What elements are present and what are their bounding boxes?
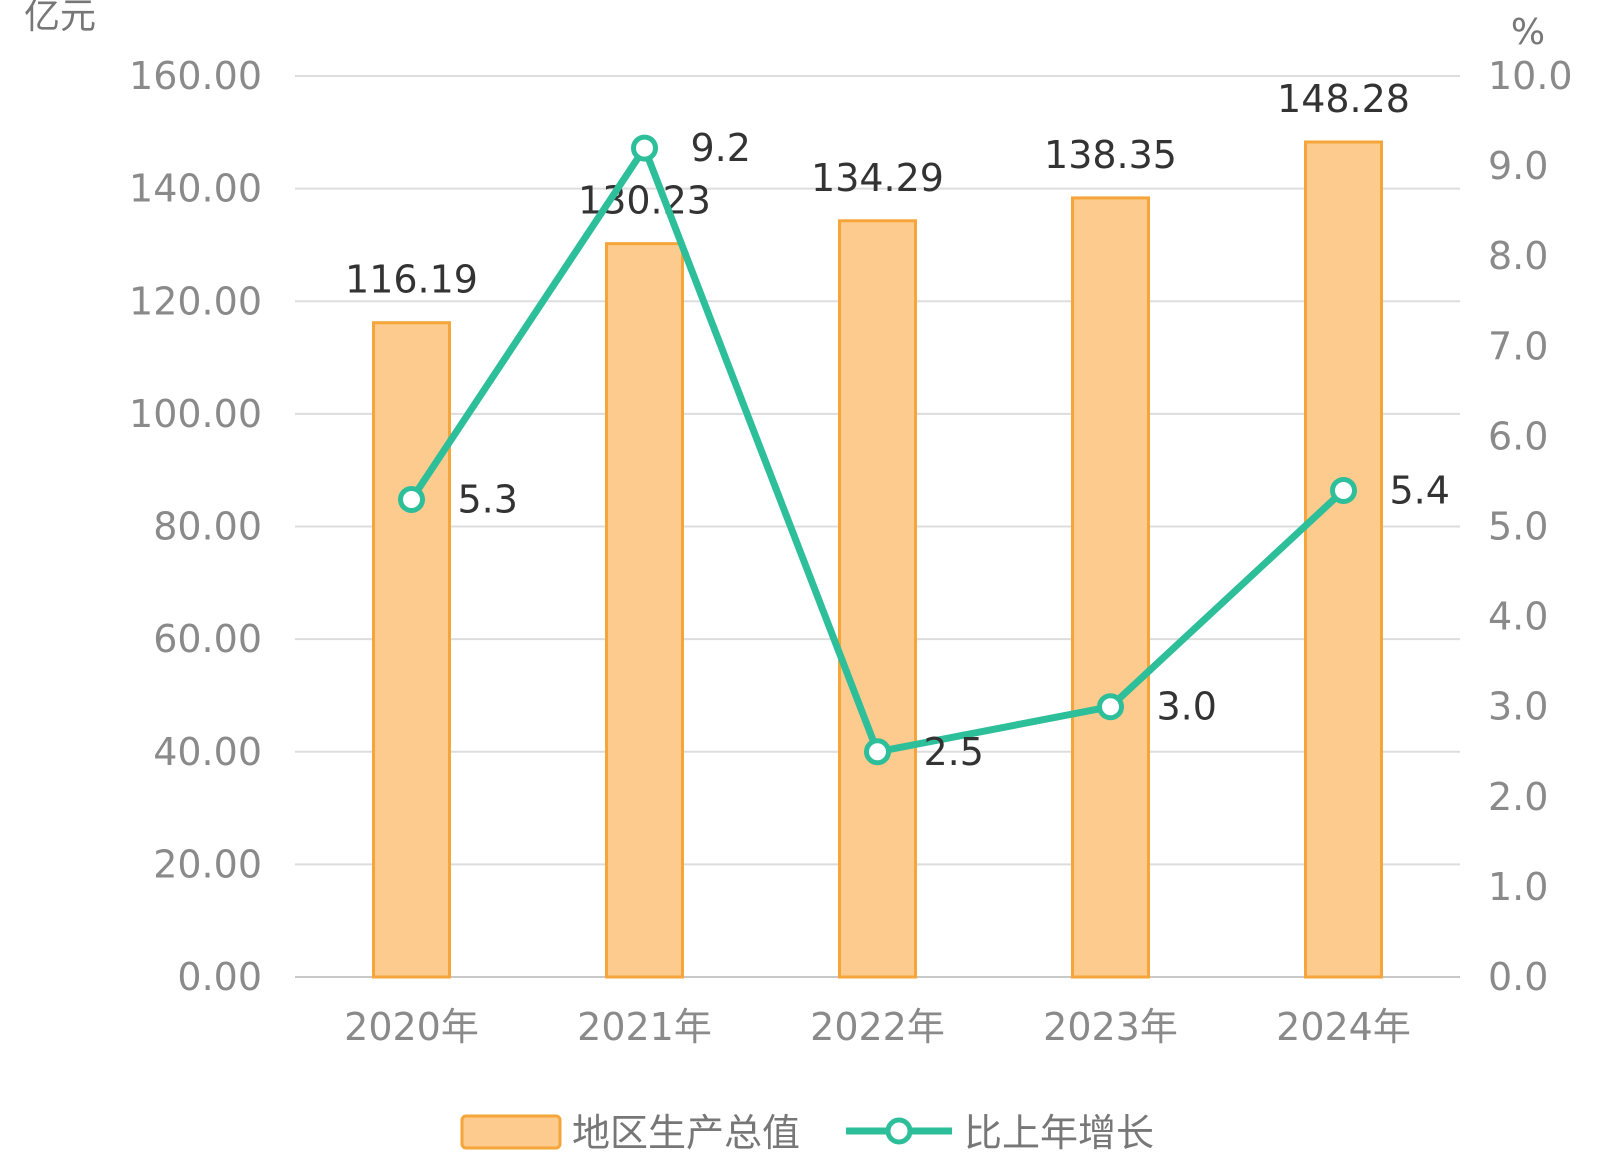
right-axis-tick-label: 9.0 xyxy=(1488,144,1548,188)
left-axis-tick-label: 120.00 xyxy=(129,279,262,323)
x-axis-ticks: 2020年 2021年 2022年 2023年 2024年 xyxy=(344,1005,1411,1049)
left-axis-tick-label: 80.00 xyxy=(153,505,262,549)
right-axis-tick-label: 8.0 xyxy=(1488,234,1548,278)
line-data-label: 3.0 xyxy=(1157,685,1217,729)
right-axis-tick-label: 7.0 xyxy=(1488,324,1548,368)
legend-line-marker xyxy=(885,1117,913,1145)
right-axis-tick-label: 0.0 xyxy=(1488,955,1548,999)
left-axis-tick-label: 20.00 xyxy=(153,842,262,886)
x-axis-tick-label: 2022年 xyxy=(810,1005,945,1049)
right-axis-tick-label: 4.0 xyxy=(1488,595,1548,639)
left-axis-tick-label: 160.00 xyxy=(129,54,262,98)
left-axis-ticks: 0.00 20.00 40.00 60.00 80.00 100.00 120.00 140.… xyxy=(129,54,262,999)
line-data-label: 5.4 xyxy=(1390,468,1450,512)
right-axis-tick-label: 5.0 xyxy=(1488,505,1548,549)
left-axis-tick-label: 100.00 xyxy=(129,392,262,436)
x-axis-tick-label: 2021年 xyxy=(577,1005,712,1049)
legend-bar-label: 地区生产总值 xyxy=(572,1111,800,1155)
line-data-label: 2.5 xyxy=(924,730,984,774)
right-axis-unit: % xyxy=(1511,12,1545,53)
legend: 地区生产总值 比上年增长 xyxy=(460,1111,1154,1155)
bar-data-label: 138.35 xyxy=(1044,133,1177,177)
left-axis-tick-label: 40.00 xyxy=(153,730,262,774)
line-point xyxy=(631,134,658,162)
bar xyxy=(838,219,917,979)
line-series: 5.3 9.2 2.5 3.0 5.4 xyxy=(398,126,1450,774)
line-data-label: 5.3 xyxy=(458,477,518,521)
right-axis-tick-label: 10.0 xyxy=(1488,54,1573,98)
legend-line-label: 比上年增长 xyxy=(964,1111,1154,1155)
bar xyxy=(372,321,451,979)
bar-data-label: 134.29 xyxy=(811,156,944,200)
bar xyxy=(605,242,684,979)
right-axis-tick-label: 1.0 xyxy=(1488,865,1548,909)
right-axis-ticks: 0.0 1.0 2.0 3.0 4.0 5.0 6.0 7.0 8.0 9.0 10.0 xyxy=(1488,54,1573,999)
x-axis-tick-label: 2023年 xyxy=(1043,1005,1178,1049)
left-axis-tick-label: 60.00 xyxy=(153,617,262,661)
line-point xyxy=(398,485,425,513)
right-axis-tick-label: 6.0 xyxy=(1488,414,1548,458)
bar-data-label: 148.28 xyxy=(1277,77,1410,121)
left-axis-unit: 亿元 xyxy=(24,0,96,37)
bar xyxy=(1071,196,1150,979)
line-point xyxy=(1330,476,1357,504)
left-axis-tick-label: 0.00 xyxy=(177,955,262,999)
bar xyxy=(1304,140,1383,979)
legend-bar-swatch xyxy=(460,1114,562,1150)
bar-data-label: 116.19 xyxy=(345,258,478,302)
right-axis-tick-label: 3.0 xyxy=(1488,685,1548,729)
right-axis-tick-label: 2.0 xyxy=(1488,775,1548,819)
left-axis-tick-label: 140.00 xyxy=(129,167,262,211)
line-data-label: 9.2 xyxy=(691,126,751,170)
x-axis-tick-label: 2020年 xyxy=(344,1005,479,1049)
x-axis-tick-label: 2024年 xyxy=(1276,1005,1411,1049)
line-point xyxy=(864,738,891,766)
line-point xyxy=(1097,693,1124,721)
